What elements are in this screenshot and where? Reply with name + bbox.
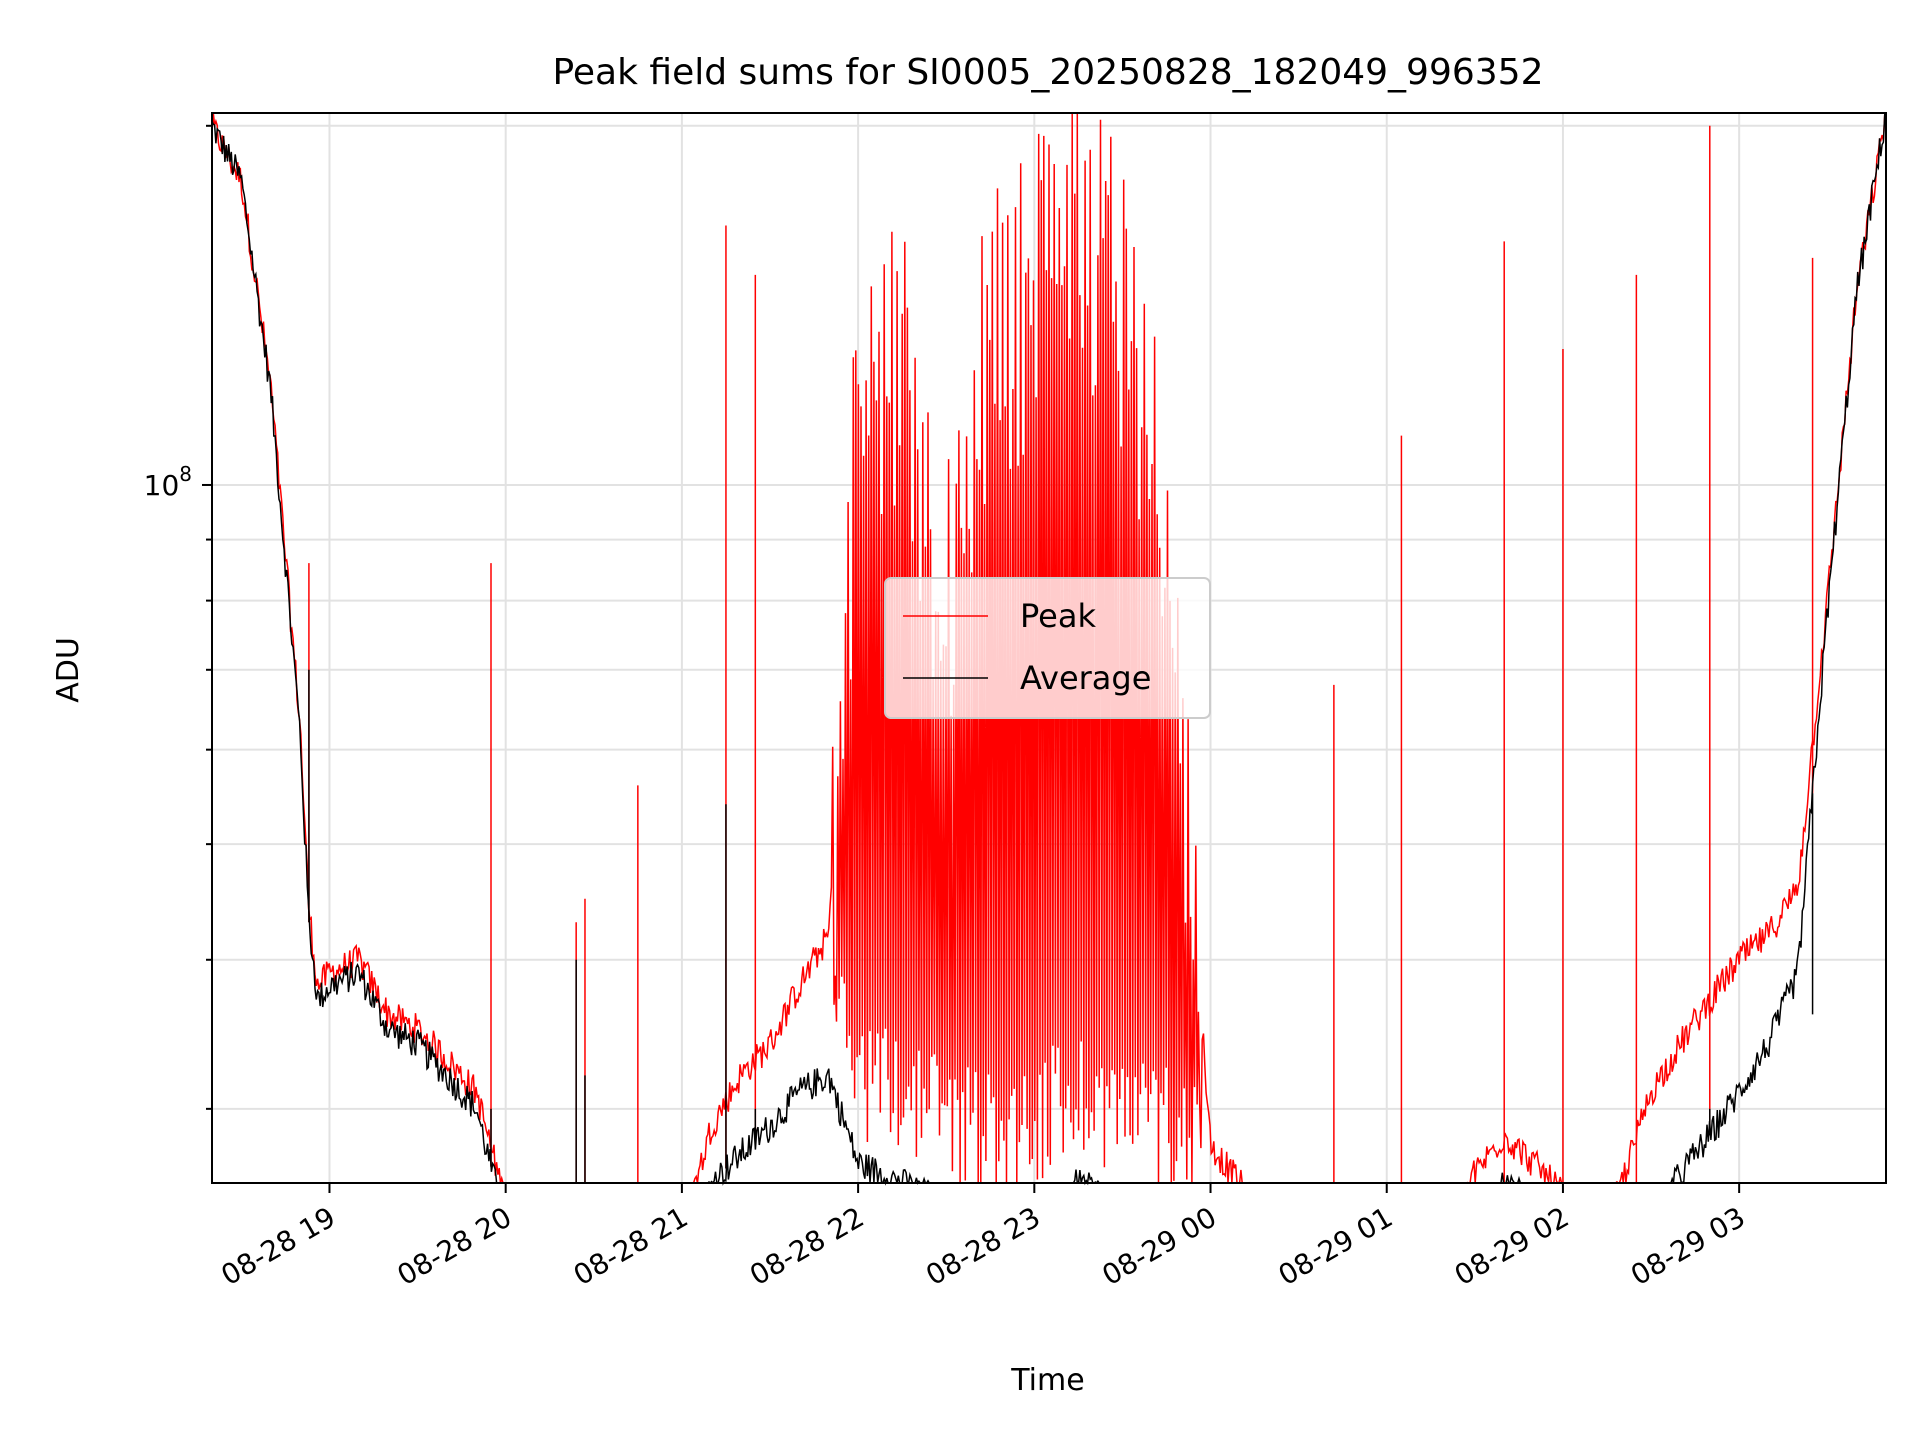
legend-label-peak: Peak <box>1020 597 1096 635</box>
legend-box <box>884 577 1211 719</box>
y-tick-base: 10 <box>144 469 180 502</box>
legend: Peak Average <box>884 577 1211 719</box>
plot-frame <box>211 112 1887 1184</box>
chart-title: Peak field sums for SI0005_20250828_1820… <box>552 52 1543 93</box>
y-tick-exponent: 8 <box>179 462 192 486</box>
y-axis-title: ADU <box>51 637 86 703</box>
y-tick-label: 108 <box>144 462 192 502</box>
legend-label-average: Average <box>1020 659 1151 697</box>
x-axis-title: Time <box>1010 1363 1084 1398</box>
